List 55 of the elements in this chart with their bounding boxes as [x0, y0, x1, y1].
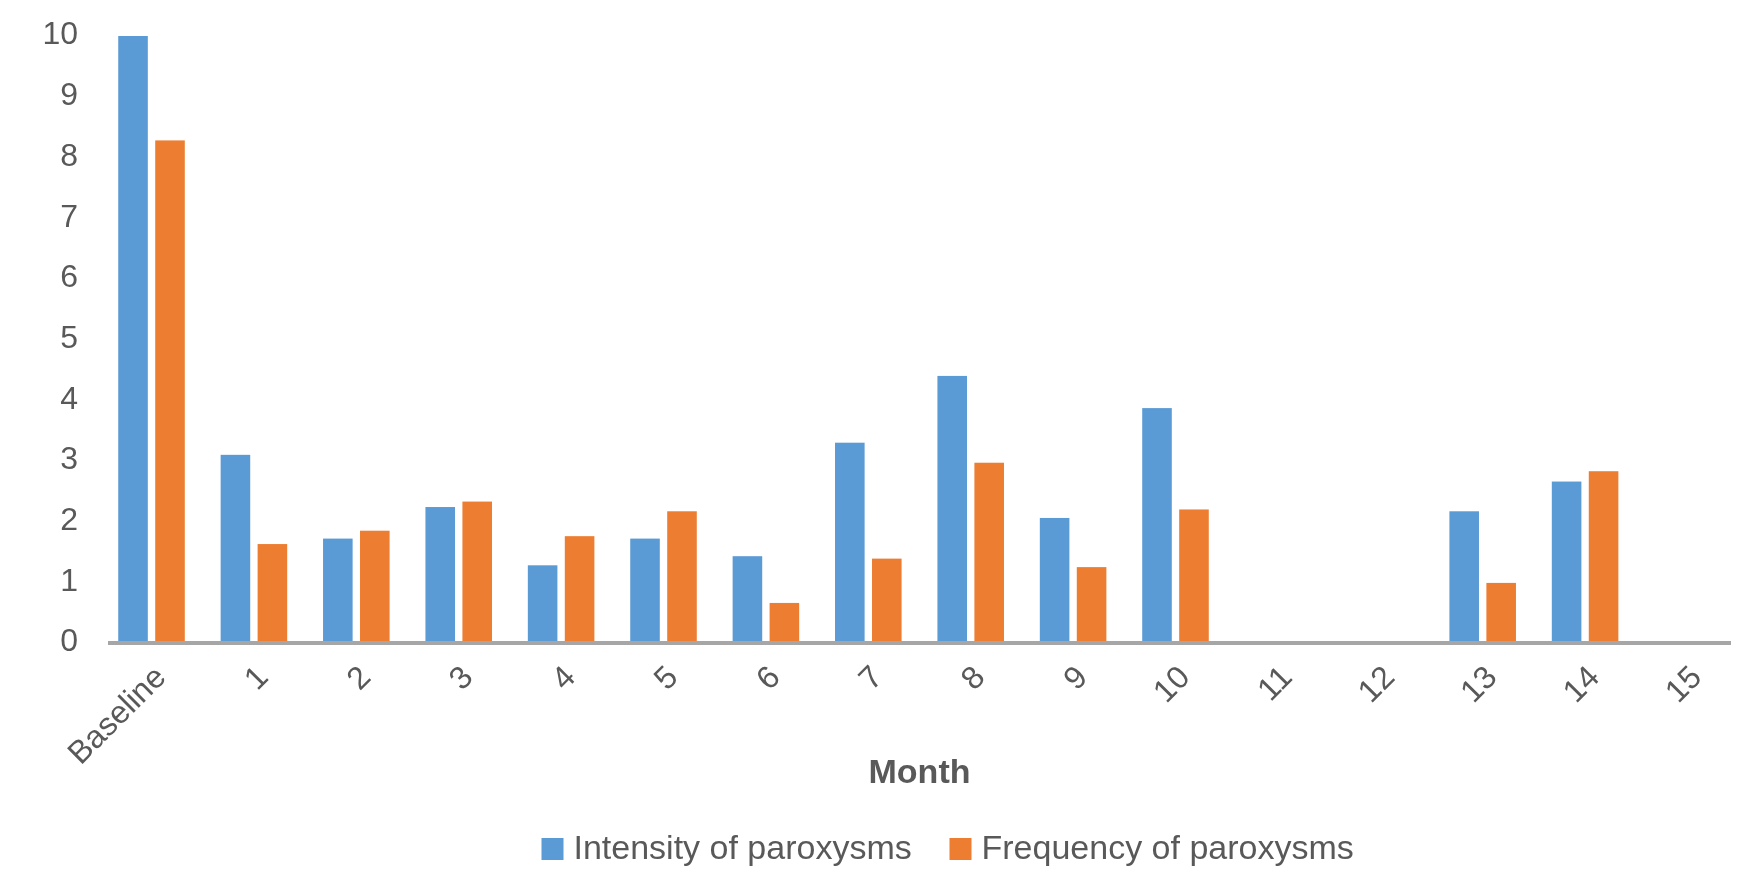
bar — [769, 602, 800, 643]
x-axis-title: Month — [868, 752, 971, 790]
x-tick-label: 4 — [544, 658, 583, 697]
bar — [1449, 511, 1479, 643]
bar — [1551, 481, 1582, 643]
bar — [1588, 471, 1619, 643]
legend-label: Intensity of paroxysms — [573, 827, 912, 866]
x-tick-label: 8 — [953, 658, 992, 697]
bar — [1486, 582, 1516, 643]
bar — [118, 36, 148, 643]
x-tick-label: 3 — [441, 658, 480, 697]
bar — [1039, 517, 1070, 643]
x-tick-label: 9 — [1055, 658, 1095, 697]
bar — [564, 536, 595, 643]
bar — [1179, 509, 1209, 643]
x-tick-label: 6 — [748, 658, 787, 697]
y-tick-label: 9 — [60, 76, 78, 113]
bar — [1142, 408, 1172, 643]
y-tick-label: 1 — [60, 561, 78, 598]
y-tick-label: 5 — [60, 318, 78, 355]
x-tick-label: 11 — [1249, 658, 1299, 708]
y-tick-label: 3 — [60, 440, 78, 477]
x-tick-label: 15 — [1657, 658, 1709, 710]
bar — [425, 507, 456, 643]
bar — [1076, 567, 1107, 643]
bar — [360, 530, 390, 643]
x-tick-label: 1 — [236, 658, 275, 697]
y-tick-label: 7 — [60, 197, 78, 234]
bar — [872, 558, 902, 643]
x-tick-label: 2 — [339, 658, 378, 697]
y-tick-label: 0 — [60, 622, 78, 659]
y-tick-label: 10 — [42, 15, 78, 52]
bar — [630, 538, 660, 643]
bar — [937, 375, 967, 643]
y-tick-label: 2 — [60, 501, 78, 538]
bar — [462, 501, 492, 643]
bar — [220, 454, 251, 643]
bar — [257, 544, 288, 643]
y-tick-label: 6 — [60, 258, 78, 295]
x-tick-label: 7 — [851, 658, 890, 697]
bar — [155, 140, 185, 643]
x-tick-label: 13 — [1452, 658, 1504, 710]
x-tick-label: 12 — [1350, 658, 1402, 710]
bar — [667, 511, 697, 643]
bar — [974, 462, 1004, 643]
y-tick-label: 4 — [60, 379, 78, 416]
bar — [323, 538, 353, 643]
x-tick-label: 10 — [1145, 658, 1197, 710]
x-tick-label: 14 — [1555, 658, 1607, 710]
bar — [527, 565, 558, 643]
y-tick-label: 8 — [60, 136, 78, 173]
bar — [835, 442, 865, 643]
bar — [732, 556, 763, 643]
legend-label: Frequency of paroxysms — [981, 827, 1354, 866]
x-tick-label: 5 — [646, 658, 685, 697]
